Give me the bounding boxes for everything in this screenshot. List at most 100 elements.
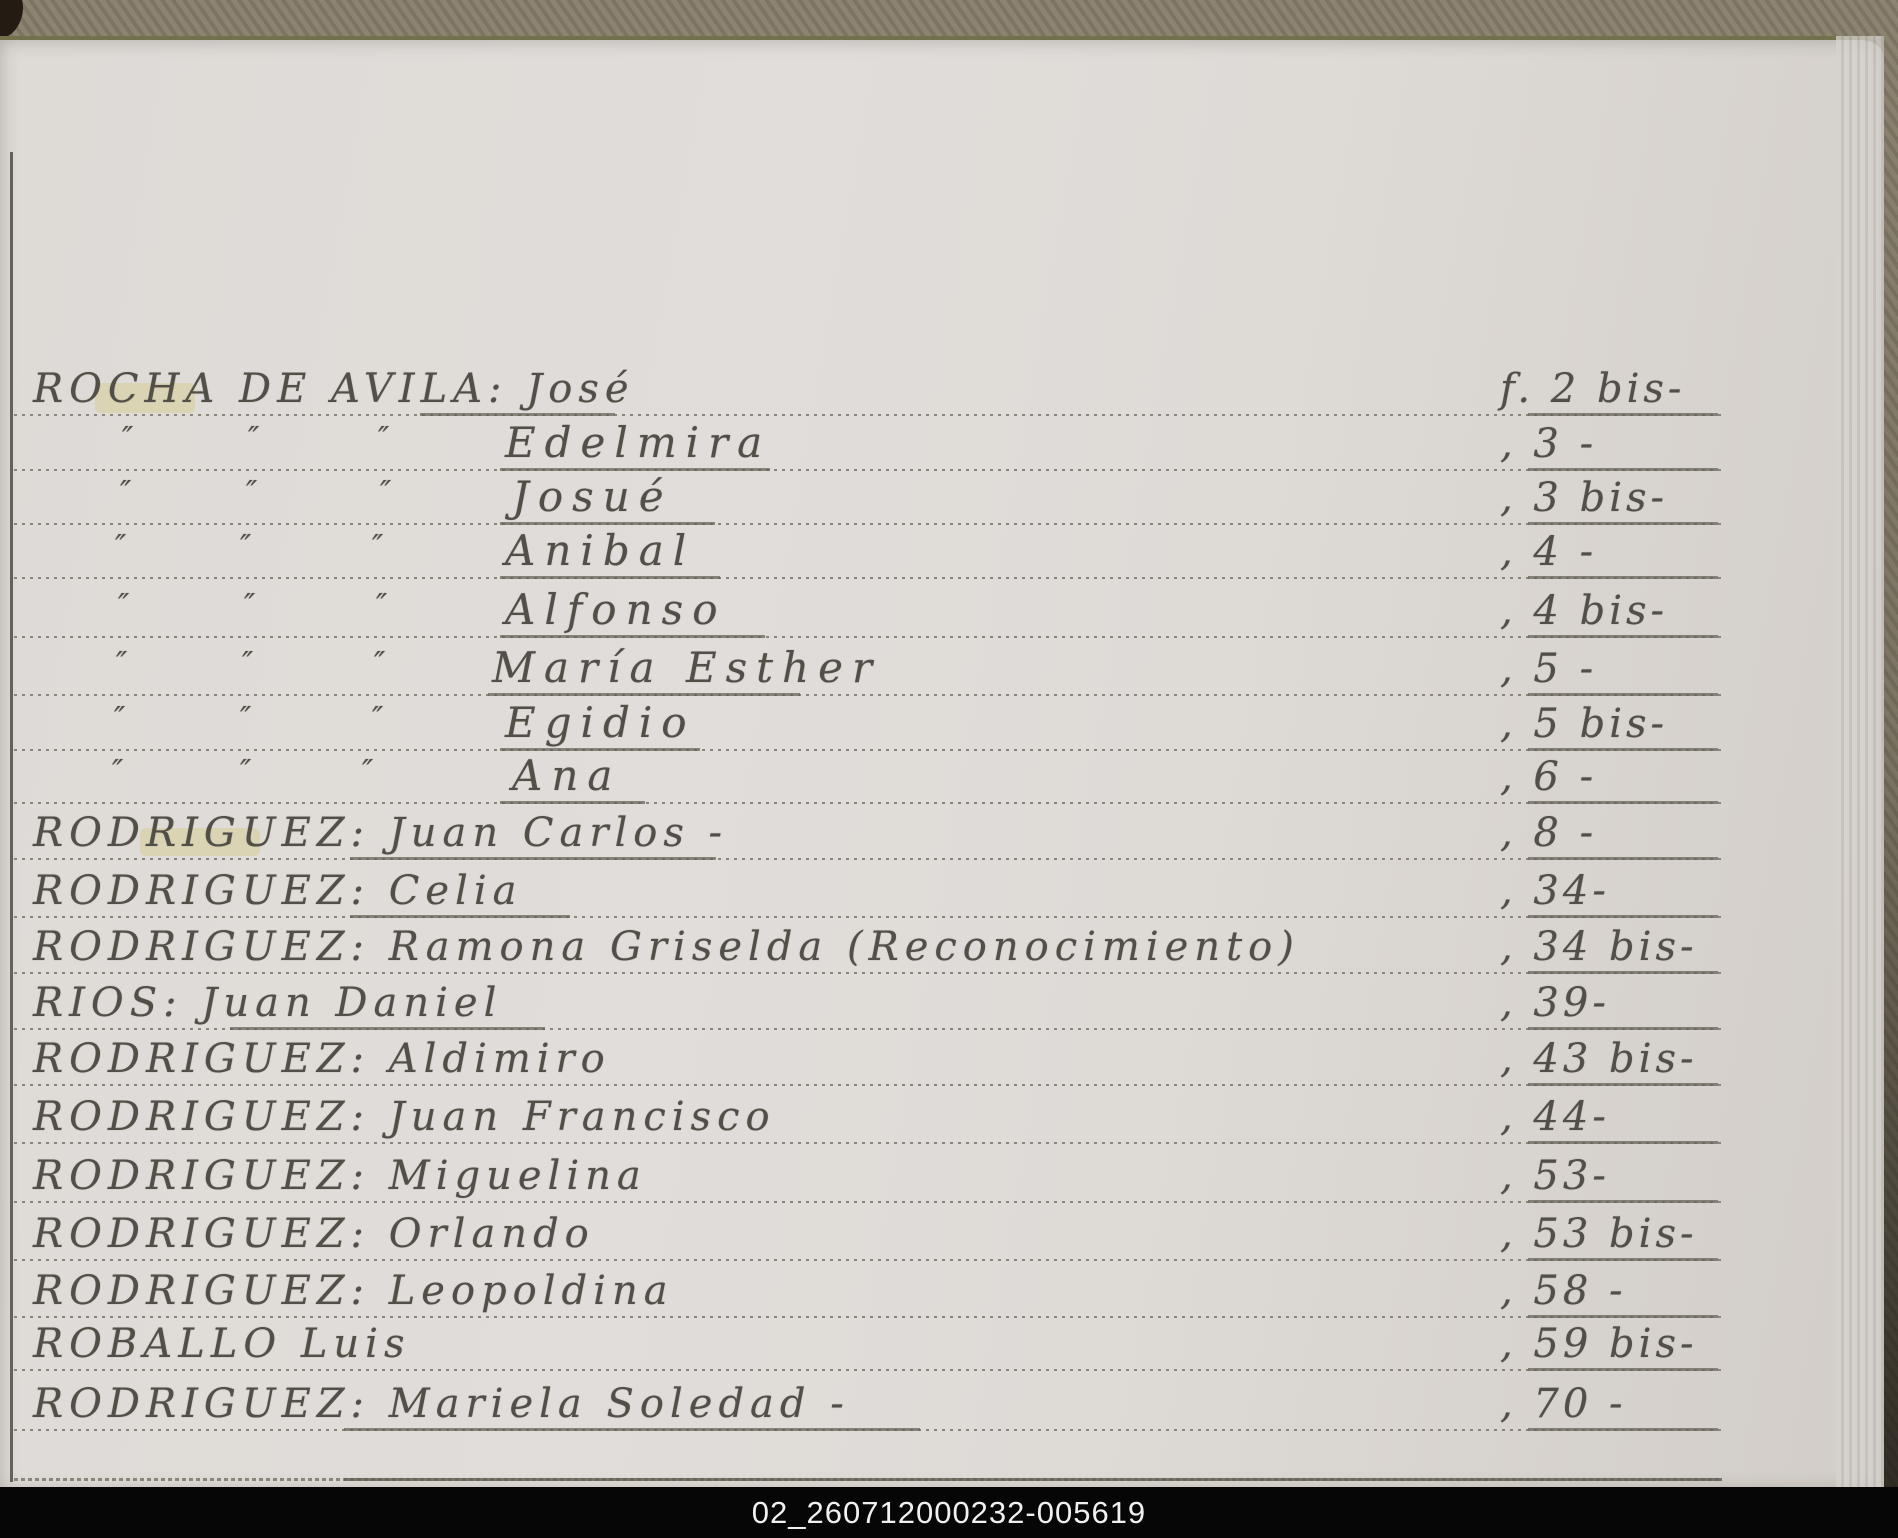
entry-name-text: RODRIGUEZ: Juan Francisco — [33, 1094, 776, 1140]
ruled-dotted-line — [14, 694, 1722, 696]
folio-underline — [1528, 748, 1718, 751]
ruled-dotted-line — [14, 414, 1722, 416]
folio-number: , 3 bis- — [1500, 475, 1669, 521]
caption-text: 02_260712000232-005619 — [751, 1494, 1147, 1530]
ruled-dotted-line — [14, 1369, 1722, 1371]
folio-number: , 39- — [1500, 980, 1610, 1026]
folio-underline — [1528, 413, 1718, 416]
ditto-mark: ″ — [118, 588, 130, 623]
right-edge-shadow — [1884, 0, 1898, 1538]
folio-underline — [1528, 801, 1718, 804]
entry-name-text: Edelmira — [505, 418, 772, 467]
notebook-index-page — [0, 36, 1884, 1491]
marker-highlight — [140, 828, 260, 856]
folio-number: f. 2 bis- — [1500, 366, 1686, 412]
ditto-mark: ″ — [242, 646, 254, 681]
entry-name-text: RODRIGUEZ: Leopoldina — [33, 1268, 674, 1314]
name-underline — [344, 1428, 920, 1431]
folio-underline — [1528, 857, 1718, 860]
name-underline — [500, 576, 720, 579]
folio-number: , 5 - — [1500, 646, 1598, 692]
ruled-dotted-line — [14, 749, 1722, 751]
folio-underline — [1528, 1200, 1718, 1203]
name-underline — [500, 468, 770, 471]
entry-name-text: RODRIGUEZ: Juan Carlos - — [33, 810, 729, 856]
folio-number: , 70 - — [1500, 1381, 1627, 1427]
ditto-mark: ″ — [372, 701, 384, 736]
folio-number: , 3 - — [1500, 421, 1598, 467]
folio-number: , 59 bis- — [1500, 1321, 1698, 1367]
entry-name-text: RIOS: Juan Daniel — [33, 980, 503, 1026]
ruled-dotted-line — [14, 1259, 1722, 1261]
ditto-mark: ″ — [372, 529, 384, 564]
entry-name-text: Ana — [512, 751, 622, 800]
entry-name-text: RODRIGUEZ: Ramona Griselda (Reconocimien… — [33, 924, 1300, 970]
ditto-mark: ″ — [246, 475, 258, 510]
bottom-double-rule — [14, 1478, 1722, 1481]
folio-number: , 4 - — [1500, 529, 1598, 575]
ditto-mark: ″ — [116, 646, 128, 681]
folio-underline — [1528, 915, 1718, 918]
folio-underline — [1528, 635, 1718, 638]
entry-name-text: María Esther — [492, 643, 882, 692]
folio-underline — [1528, 1083, 1718, 1086]
ditto-mark: ″ — [374, 646, 386, 681]
ditto-mark: ″ — [240, 529, 252, 564]
folio-underline — [1528, 576, 1718, 579]
ruled-dotted-line — [14, 972, 1722, 974]
folio-number: , 4 bis- — [1500, 588, 1669, 634]
ruled-dotted-line — [14, 577, 1722, 579]
folio-number: , 8 - — [1500, 810, 1598, 856]
ruled-dotted-line — [14, 1028, 1722, 1030]
entry-name-text: RODRIGUEZ: Miguelina — [33, 1153, 647, 1199]
page-stack-edge — [1836, 36, 1884, 1487]
ditto-mark: ″ — [114, 701, 126, 736]
entry-name-text: Anibal — [505, 526, 696, 575]
left-margin-line — [10, 152, 13, 1482]
ruled-dotted-line — [14, 858, 1722, 860]
ditto-mark: ″ — [112, 754, 124, 789]
name-underline — [420, 413, 615, 416]
ruled-dotted-line — [14, 1316, 1722, 1318]
ditto-mark: ″ — [122, 421, 134, 456]
ruled-dotted-line — [14, 636, 1722, 638]
folio-underline — [1528, 1258, 1718, 1261]
ditto-mark: ″ — [244, 588, 256, 623]
name-underline — [500, 522, 715, 525]
ditto-mark: ″ — [376, 588, 388, 623]
marker-highlight — [95, 383, 195, 413]
name-underline — [500, 801, 645, 804]
ruled-dotted-line — [14, 802, 1722, 804]
name-underline — [230, 1027, 545, 1030]
name-underline — [488, 693, 800, 696]
ruled-dotted-line — [14, 1142, 1722, 1144]
entry-name-text: Egidio — [505, 698, 696, 747]
entry-name-text: RODRIGUEZ: Orlando — [33, 1211, 595, 1257]
folio-underline — [1528, 1428, 1718, 1431]
folio-number: , 44- — [1500, 1094, 1610, 1140]
bottom-rule-dark-segment — [344, 1478, 1722, 1481]
ruled-dotted-line — [14, 469, 1722, 471]
ruled-dotted-line — [14, 523, 1722, 525]
folio-underline — [1528, 971, 1718, 974]
entry-name-text: ROBALLO Luis — [33, 1321, 411, 1367]
ditto-mark: ″ — [115, 529, 127, 564]
ditto-mark: ″ — [240, 701, 252, 736]
ditto-mark: ″ — [240, 754, 252, 789]
entry-name-text: Alfonso — [505, 585, 727, 634]
name-underline — [500, 635, 765, 638]
name-underline — [350, 857, 716, 860]
entry-name-text: Josué — [512, 472, 673, 521]
entry-name-text: RODRIGUEZ: Celia — [33, 868, 523, 914]
entry-name-text: RODRIGUEZ: Mariela Soledad - — [33, 1381, 850, 1427]
entry-name-text: RODRIGUEZ: Aldimiro — [33, 1036, 611, 1082]
folio-underline — [1528, 522, 1718, 525]
ditto-mark: ″ — [248, 421, 260, 456]
ruled-dotted-line — [14, 1084, 1722, 1086]
folio-number: , 53 bis- — [1500, 1211, 1698, 1257]
ditto-mark: ″ — [120, 475, 132, 510]
folio-number: , 43 bis- — [1500, 1036, 1698, 1082]
name-underline — [350, 915, 570, 918]
